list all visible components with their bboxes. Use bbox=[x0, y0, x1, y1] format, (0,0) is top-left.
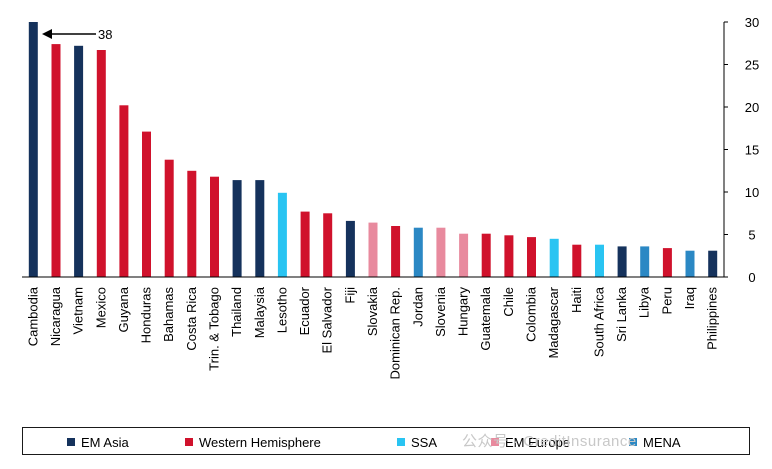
category-label: Chile bbox=[501, 287, 516, 317]
category-labels: Cambodia Nicaragua Vietnam Mexico Guyana Hond… bbox=[25, 286, 719, 379]
y-tick-label: 20 bbox=[745, 100, 759, 115]
bar-lesotho bbox=[277, 192, 287, 277]
bar-haiti bbox=[572, 244, 582, 277]
y-tick-label: 5 bbox=[748, 228, 755, 243]
category-label: Colombia bbox=[524, 286, 539, 342]
category-label: Thailand bbox=[229, 287, 244, 337]
bar-slovenia bbox=[436, 227, 446, 277]
legend-swatch bbox=[491, 438, 499, 446]
bar-guyana bbox=[119, 105, 129, 277]
legend-label: SSA bbox=[411, 434, 438, 450]
category-label: Cambodia bbox=[25, 286, 40, 346]
y-tick-label: 0 bbox=[748, 270, 755, 285]
bar-peru bbox=[662, 248, 672, 277]
bar-guatemala bbox=[481, 233, 491, 277]
legend-item-em-asia: EM Asia bbox=[67, 434, 129, 450]
category-label: Hungary bbox=[456, 287, 471, 337]
legend-item-mena: MENA bbox=[629, 434, 681, 450]
category-label: Dominican Rep. bbox=[388, 287, 403, 380]
bar-honduras bbox=[142, 131, 151, 277]
legend-label: EM Europe bbox=[505, 434, 571, 450]
category-label: Philippines bbox=[705, 287, 720, 350]
y-tick-label: 25 bbox=[745, 58, 759, 73]
category-label: Lesotho bbox=[274, 287, 289, 333]
category-label: Bahamas bbox=[161, 287, 176, 342]
bar-vietnam bbox=[74, 45, 84, 277]
annotation-arrowhead bbox=[42, 29, 52, 39]
bar-ecuador bbox=[300, 211, 310, 277]
legend: EM Asia Western Hemisphere SSA EM Europe… bbox=[22, 427, 750, 455]
y-tick-label: 15 bbox=[745, 143, 759, 158]
bar-iraq bbox=[685, 250, 695, 277]
legend-label: EM Asia bbox=[81, 434, 129, 450]
category-label: Honduras bbox=[139, 287, 154, 344]
bar-chart: Cambodia Nicaragua Vietnam Mexico Guyana Hond… bbox=[22, 15, 759, 380]
bar-jordan bbox=[413, 227, 423, 277]
category-label: Peru bbox=[659, 287, 674, 314]
bar-thailand bbox=[232, 180, 242, 277]
category-label: Vietnam bbox=[71, 287, 86, 334]
legend-label: MENA bbox=[643, 434, 681, 450]
bar-sri-lanka bbox=[617, 246, 627, 277]
category-label: Guatemala bbox=[478, 286, 493, 350]
category-label: Malaysia bbox=[252, 286, 267, 338]
bar-libya bbox=[640, 246, 650, 277]
bar-malaysia bbox=[255, 180, 265, 277]
category-label: Haiti bbox=[569, 287, 584, 313]
bar-trin-tobago bbox=[210, 176, 219, 277]
bar-cambodia bbox=[28, 22, 38, 277]
bar-philippines bbox=[708, 250, 718, 277]
bar-fiji bbox=[345, 220, 355, 277]
category-label: Fiji bbox=[342, 287, 357, 304]
bar-colombia bbox=[527, 237, 536, 277]
legend-swatch bbox=[185, 438, 193, 446]
bar-south-africa bbox=[595, 244, 604, 277]
bar-chile bbox=[504, 235, 514, 277]
legend-item-ssa: SSA bbox=[397, 434, 437, 450]
legend-item-western-hemisphere: Western Hemisphere bbox=[185, 434, 321, 450]
category-label: Sri Lanka bbox=[614, 286, 629, 342]
category-label: Guyana bbox=[116, 286, 131, 332]
overflow-annotation: 38 bbox=[42, 27, 112, 42]
y-axis-ticks: 0 5 10 15 20 25 30 bbox=[724, 15, 759, 285]
category-label: Nicaragua bbox=[48, 286, 63, 346]
category-label: Libya bbox=[637, 286, 652, 318]
category-label: Jordan bbox=[410, 287, 425, 327]
category-label: Slovakia bbox=[365, 286, 380, 336]
category-label: Costa Rica bbox=[184, 286, 199, 350]
bar-madagascar bbox=[549, 238, 559, 278]
bar-costa-rica bbox=[187, 170, 197, 278]
legend-swatch bbox=[67, 438, 75, 446]
bar-hungary bbox=[459, 233, 469, 277]
bars-group bbox=[28, 22, 718, 278]
category-label: South Africa bbox=[592, 286, 607, 357]
y-tick-label: 10 bbox=[745, 185, 759, 200]
legend-item-em-europe: EM Europe bbox=[491, 434, 570, 450]
annotation-label: 38 bbox=[98, 27, 112, 42]
watermark: 公众号 · CreditInsurance bbox=[462, 433, 637, 450]
legend-label: Western Hemisphere bbox=[199, 434, 321, 450]
category-label: Mexico bbox=[93, 287, 108, 328]
bar-nicaragua bbox=[51, 44, 61, 277]
category-label: El Salvador bbox=[320, 286, 335, 353]
category-label: Ecuador bbox=[297, 286, 312, 335]
legend-swatch bbox=[629, 438, 637, 446]
legend-swatch bbox=[397, 438, 405, 446]
bar-dominican-rep bbox=[391, 226, 401, 277]
bar-slovakia bbox=[368, 222, 378, 277]
category-label: Trin. & Tobago bbox=[207, 287, 222, 371]
category-label: Iraq bbox=[682, 287, 697, 309]
bar-mexico bbox=[96, 50, 106, 277]
category-label: Slovenia bbox=[433, 286, 448, 337]
y-tick-label: 30 bbox=[745, 15, 759, 30]
category-label: Madagascar bbox=[546, 286, 561, 358]
bar-bahamas bbox=[164, 159, 174, 277]
bar-el-salvador bbox=[323, 213, 333, 278]
